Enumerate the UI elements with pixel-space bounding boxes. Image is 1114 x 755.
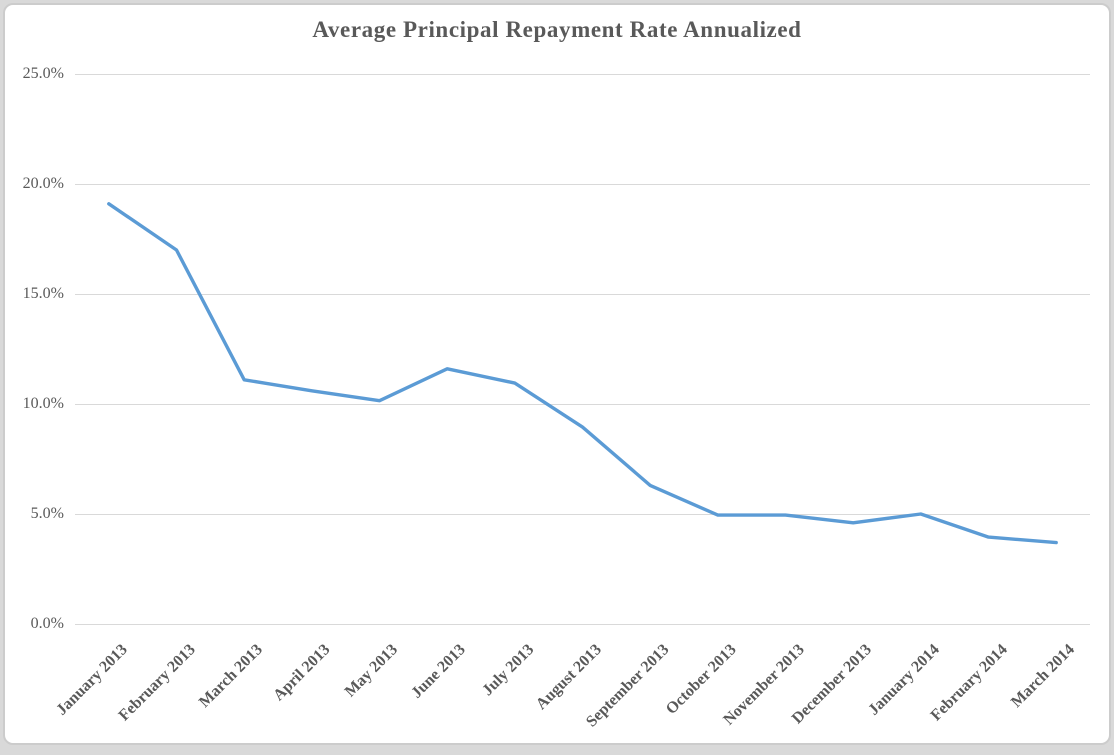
chart-title: Average Principal Repayment Rate Annuali… <box>312 17 802 42</box>
chart-frame <box>3 3 1111 745</box>
repayment-rate-line <box>107 202 1058 545</box>
y-axis-tick-label: 15.0% <box>22 285 64 302</box>
y-axis-tick-label: 0.0% <box>30 615 64 632</box>
gridline <box>75 513 1090 515</box>
gridline <box>75 623 1090 625</box>
gridline <box>75 183 1090 185</box>
y-axis-tick-label: 5.0% <box>30 505 64 522</box>
y-axis-tick-label: 20.0% <box>22 175 64 192</box>
y-axis-tick-label: 25.0% <box>22 65 64 82</box>
gridline <box>75 293 1090 295</box>
gridline <box>75 73 1090 75</box>
gridline <box>75 403 1090 405</box>
y-axis-tick-label: 10.0% <box>22 395 64 412</box>
